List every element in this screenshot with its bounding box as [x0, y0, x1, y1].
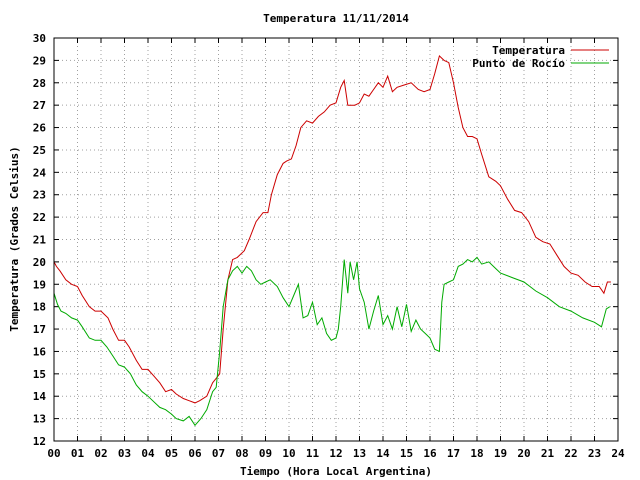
y-tick-label: 13 — [33, 413, 46, 426]
y-tick-label: 17 — [33, 323, 46, 336]
x-tick-label: 20 — [517, 447, 530, 460]
x-tick-label: 22 — [564, 447, 577, 460]
grid — [54, 38, 618, 441]
series-line-punto-de-rocio — [53, 256, 611, 427]
y-tick-label: 29 — [33, 54, 46, 67]
x-tick-label: 16 — [423, 447, 437, 460]
y-tick-label: 26 — [33, 122, 47, 135]
x-tick-label: 05 — [165, 447, 178, 460]
x-tick-label: 15 — [400, 447, 413, 460]
x-tick-label: 11 — [306, 447, 320, 460]
chart-title: Temperatura 11/11/2014 — [263, 12, 409, 25]
y-tick-label: 25 — [33, 144, 46, 157]
series-layer — [53, 54, 611, 427]
x-tick-label: 23 — [588, 447, 601, 460]
series-line-temperatura — [53, 54, 611, 404]
y-tick-label: 22 — [33, 211, 46, 224]
x-tick-label: 24 — [611, 447, 625, 460]
y-tick-label: 27 — [33, 99, 46, 112]
y-tick-label: 16 — [33, 345, 47, 358]
x-tick-label: 13 — [353, 447, 366, 460]
x-tick-label: 17 — [447, 447, 460, 460]
y-tick-label: 18 — [33, 301, 46, 314]
legend-label: Punto de Rocío — [472, 57, 565, 70]
x-tick-label: 04 — [141, 447, 155, 460]
x-axis: 00 01 02 03 04 05 06 07 08 09 10 11 12 13 14 15 16 17 18 19… — [47, 38, 625, 460]
y-tick-label: 14 — [33, 390, 47, 403]
x-axis-label: Tiempo (Hora Local Argentina) — [240, 465, 432, 478]
plot-border — [53, 37, 619, 442]
y-tick-label: 28 — [33, 77, 46, 90]
y-tick-label: 21 — [33, 234, 47, 247]
x-tick-label: 02 — [94, 447, 107, 460]
x-tick-label: 06 — [188, 447, 202, 460]
y-tick-label: 23 — [33, 189, 46, 202]
x-tick-label: 14 — [376, 447, 390, 460]
y-tick-label: 15 — [33, 368, 46, 381]
y-tick-label: 24 — [33, 166, 47, 179]
x-tick-label: 21 — [541, 447, 555, 460]
x-tick-label: 03 — [118, 447, 131, 460]
legend-label: Temperatura — [492, 44, 565, 57]
x-tick-label: 00 — [47, 447, 60, 460]
x-tick-label: 01 — [71, 447, 85, 460]
x-tick-label: 18 — [470, 447, 483, 460]
x-tick-label: 19 — [494, 447, 507, 460]
y-axis-label: Temperatura (Grados Celsius) — [8, 146, 21, 331]
y-tick-label: 12 — [33, 435, 46, 448]
y-tick-label: 20 — [33, 256, 46, 269]
x-tick-label: 08 — [235, 447, 248, 460]
y-tick-label: 19 — [33, 278, 46, 291]
x-tick-label: 07 — [212, 447, 225, 460]
x-tick-label: 09 — [259, 447, 272, 460]
x-tick-label: 12 — [329, 447, 342, 460]
y-tick-label: 30 — [33, 32, 46, 45]
x-tick-label: 10 — [282, 447, 295, 460]
